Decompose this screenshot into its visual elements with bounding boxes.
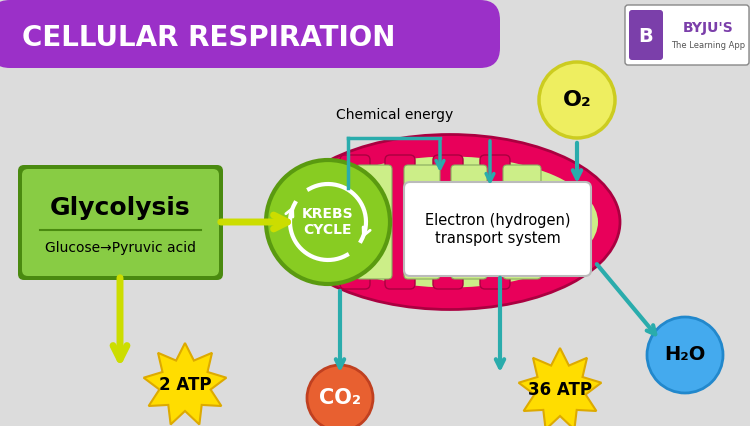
FancyBboxPatch shape	[404, 182, 591, 276]
Circle shape	[647, 317, 723, 393]
Text: Electron (hydrogen): Electron (hydrogen)	[424, 213, 570, 228]
Text: CELLULAR RESPIRATION: CELLULAR RESPIRATION	[22, 24, 395, 52]
Text: KREBS: KREBS	[302, 207, 354, 221]
FancyBboxPatch shape	[356, 165, 392, 279]
Text: 36 ATP: 36 ATP	[528, 381, 592, 399]
FancyBboxPatch shape	[340, 155, 370, 289]
Text: Glycolysis: Glycolysis	[50, 196, 190, 220]
Text: O₂: O₂	[562, 90, 591, 110]
Text: CO₂: CO₂	[319, 388, 361, 408]
FancyBboxPatch shape	[433, 155, 463, 289]
Text: B: B	[638, 26, 653, 46]
Polygon shape	[144, 343, 226, 424]
Text: BYJU'S: BYJU'S	[682, 21, 734, 35]
FancyBboxPatch shape	[385, 155, 415, 289]
FancyBboxPatch shape	[451, 165, 487, 279]
FancyBboxPatch shape	[629, 10, 663, 60]
FancyBboxPatch shape	[625, 5, 749, 65]
Circle shape	[266, 160, 390, 284]
Polygon shape	[519, 348, 602, 426]
Ellipse shape	[302, 156, 598, 288]
Text: Chemical energy: Chemical energy	[336, 108, 454, 122]
Ellipse shape	[280, 135, 620, 310]
FancyBboxPatch shape	[503, 165, 541, 279]
FancyBboxPatch shape	[22, 169, 219, 276]
Text: H₂O: H₂O	[664, 345, 706, 365]
Text: 2 ATP: 2 ATP	[159, 376, 212, 394]
FancyBboxPatch shape	[18, 165, 223, 280]
Circle shape	[307, 365, 373, 426]
FancyBboxPatch shape	[311, 165, 347, 279]
FancyBboxPatch shape	[0, 0, 500, 68]
FancyBboxPatch shape	[480, 155, 510, 289]
Text: transport system: transport system	[435, 231, 560, 247]
Text: CYCLE: CYCLE	[304, 223, 352, 237]
Circle shape	[539, 62, 615, 138]
FancyBboxPatch shape	[404, 165, 440, 279]
Text: The Learning App: The Learning App	[671, 40, 745, 49]
Text: Glucose→Pyruvic acid: Glucose→Pyruvic acid	[45, 241, 196, 255]
